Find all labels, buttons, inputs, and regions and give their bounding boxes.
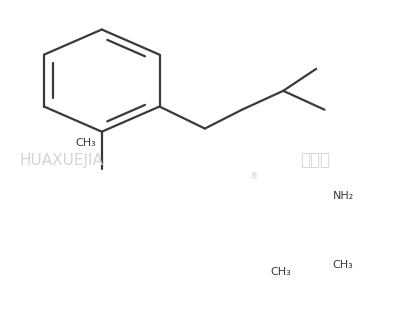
Text: CH₃: CH₃ <box>270 267 291 276</box>
Text: CH₃: CH₃ <box>333 260 354 270</box>
Text: ®: ® <box>250 172 258 181</box>
Text: 化学加: 化学加 <box>300 151 330 169</box>
Text: NH₂: NH₂ <box>333 191 354 201</box>
Text: HUAXUEJIA: HUAXUEJIA <box>19 153 103 167</box>
Text: CH₃: CH₃ <box>75 138 96 148</box>
